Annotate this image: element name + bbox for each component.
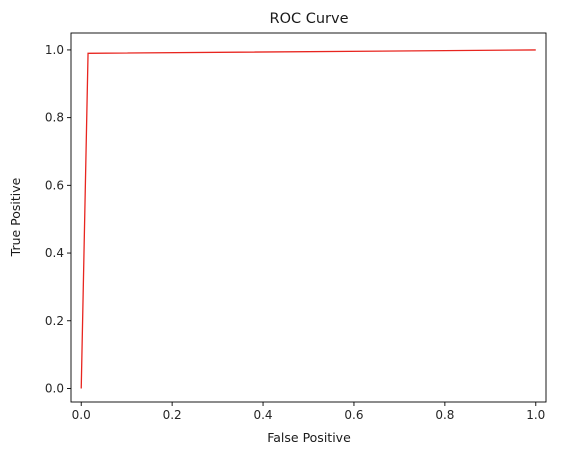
y-axis-label: True Positive (8, 177, 23, 257)
x-tick-label: 0.4 (253, 408, 272, 422)
y-tick-label: 0.6 (45, 178, 64, 192)
y-tick-label: 0.8 (45, 111, 64, 125)
y-tick-label: 0.0 (45, 381, 64, 395)
roc-curve-line (80, 49, 536, 389)
y-tick-label: 0.2 (45, 314, 64, 328)
y-tick-label: 0.4 (45, 246, 64, 260)
chart-title: ROC Curve (270, 11, 349, 27)
x-tick-label: 0.8 (435, 408, 454, 422)
y-axis: 0.0 0.2 0.4 0.6 0.8 1.0 (45, 43, 71, 395)
plot-area-frame (70, 32, 547, 403)
x-tick-label: 0.2 (163, 408, 182, 422)
x-tick-label: 0.6 (344, 408, 363, 422)
y-tick-label: 1.0 (45, 43, 64, 57)
series-layer (80, 49, 536, 389)
x-axis: 0.0 0.2 0.4 0.6 0.8 1.0 (72, 402, 545, 422)
x-tick-label: 1.0 (526, 408, 545, 422)
x-axis-label: False Positive (267, 430, 351, 445)
x-tick-label: 0.0 (72, 408, 91, 422)
